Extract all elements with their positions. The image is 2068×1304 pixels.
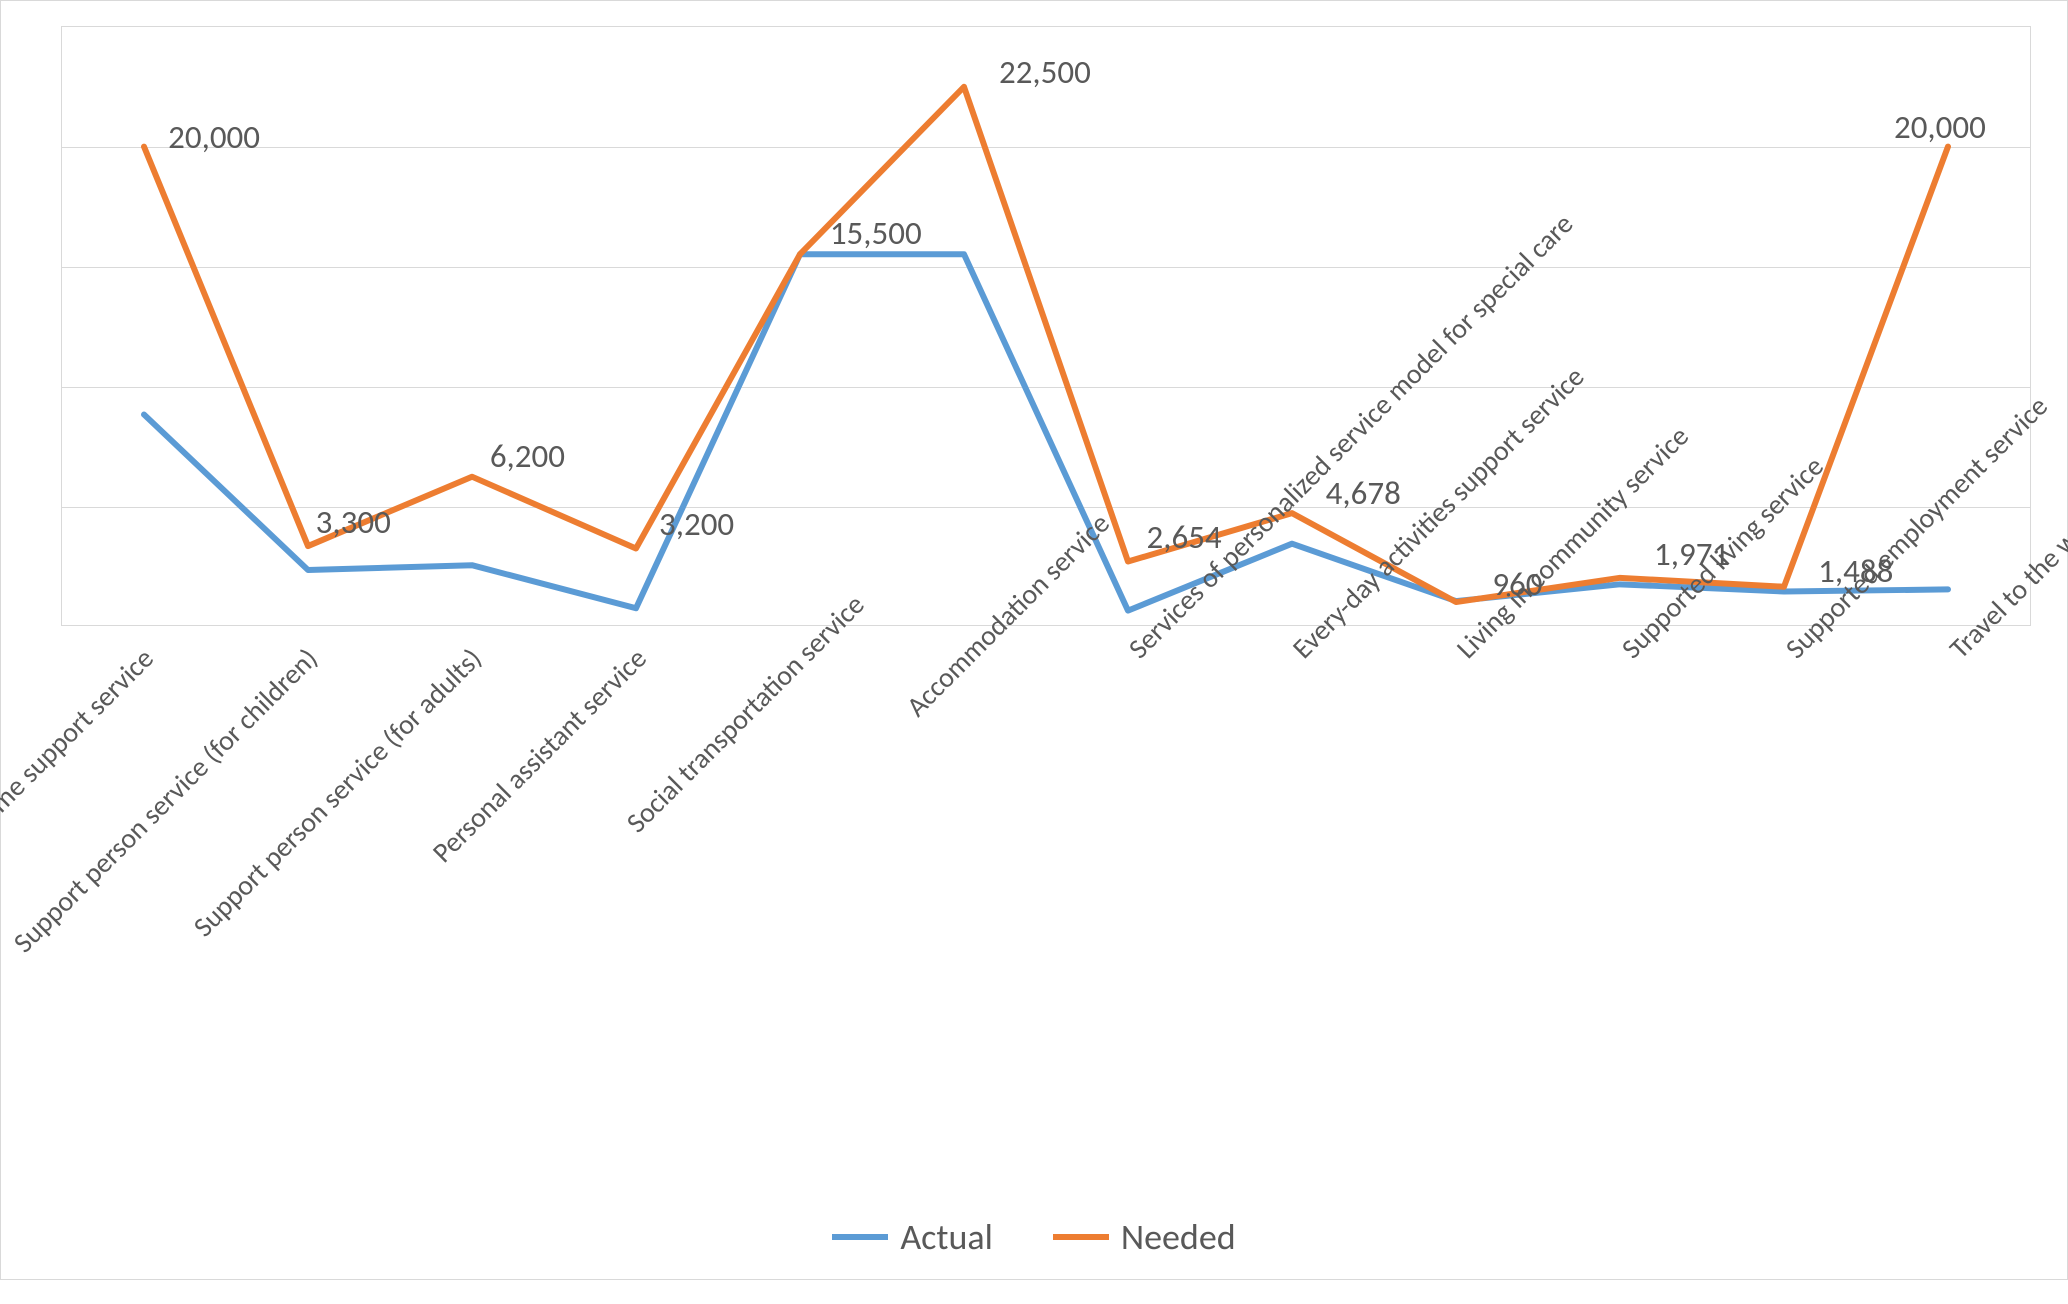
series-line-needed: [144, 87, 1948, 602]
legend-swatch: [1053, 1234, 1109, 1240]
category-axis-labels: Home support serviceSupport person servi…: [61, 636, 2031, 1136]
chart-legend: Actual Needed: [1, 1215, 2067, 1259]
category-label: Supported employment service: [1778, 641, 1803, 666]
legend-item-needed: Needed: [1053, 1215, 1236, 1259]
category-label: Support person service (for children): [0, 641, 325, 1188]
legend-label: Actual: [900, 1215, 993, 1259]
line-chart: 20,0003,3006,2003,20015,50022,5002,6544,…: [0, 0, 2068, 1280]
legend-swatch: [832, 1234, 888, 1240]
category-label: Every-day activities support service: [1285, 641, 1310, 666]
legend-label: Needed: [1121, 1215, 1236, 1259]
category-label: Services of personalized service model f…: [1121, 641, 1146, 666]
category-label: Supported living service: [1614, 641, 1639, 666]
legend-item-actual: Actual: [832, 1215, 993, 1259]
category-label: Accommodation service: [899, 641, 982, 724]
category-label: Personal assistant service: [338, 641, 653, 956]
category-label: Travel to the workplace service: [1942, 641, 1967, 666]
category-label: Living in community service: [1449, 641, 1474, 666]
